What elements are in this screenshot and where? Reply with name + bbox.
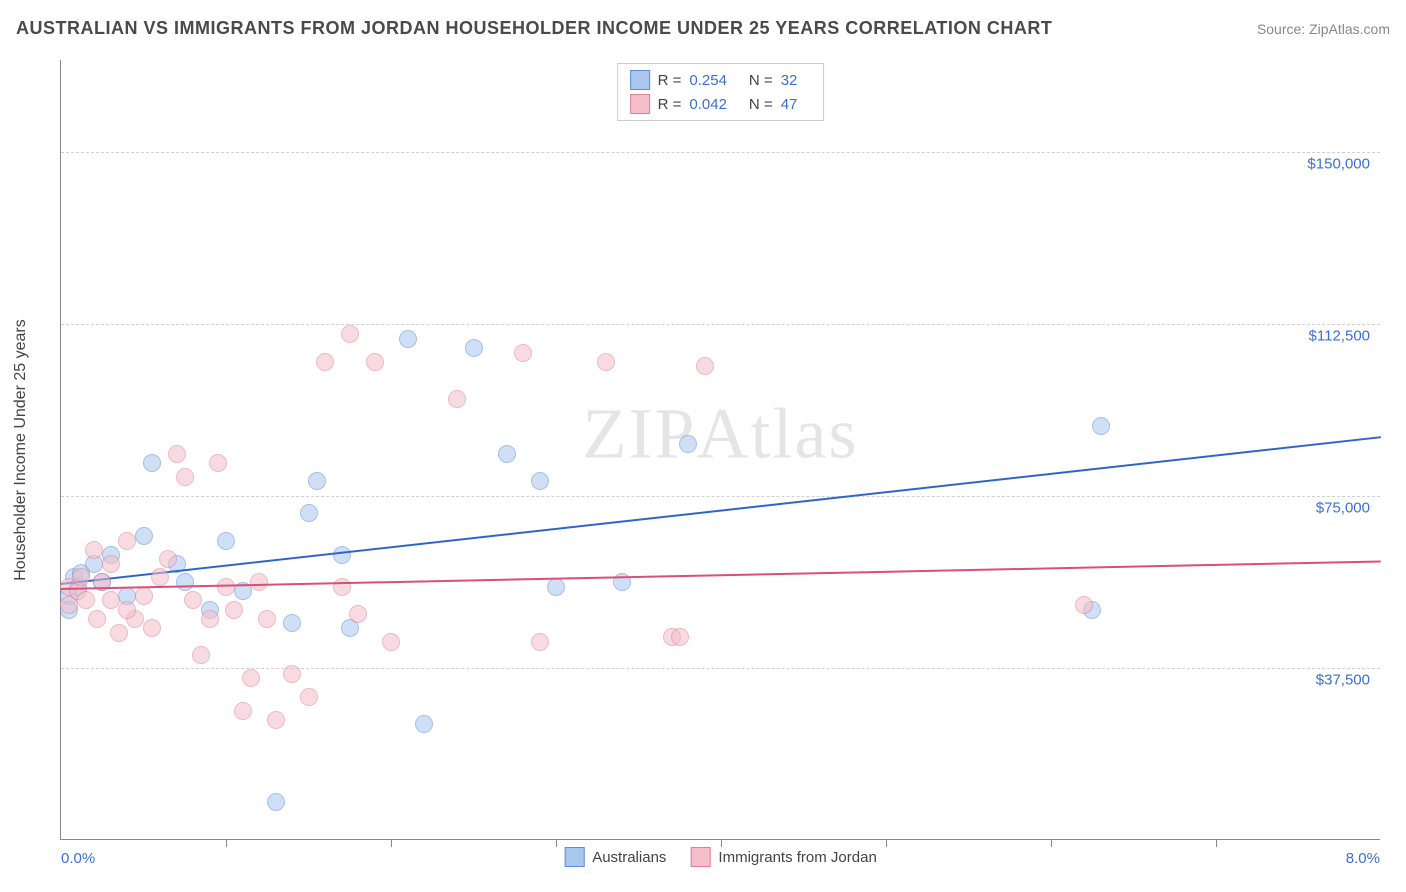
data-point — [366, 353, 384, 371]
data-point — [258, 610, 276, 628]
x-tick — [556, 839, 557, 847]
gridline — [61, 496, 1380, 497]
legend-swatch-pink — [690, 847, 710, 867]
x-tick — [721, 839, 722, 847]
data-point — [102, 555, 120, 573]
data-point — [85, 541, 103, 559]
data-point — [118, 601, 136, 619]
data-point — [465, 339, 483, 357]
data-point — [415, 715, 433, 733]
data-point — [176, 468, 194, 486]
data-point — [143, 454, 161, 472]
data-point — [135, 587, 153, 605]
data-point — [217, 532, 235, 550]
gridline — [61, 668, 1380, 669]
source-label: Source: ZipAtlas.com — [1257, 21, 1390, 37]
data-point — [176, 573, 194, 591]
data-point — [201, 610, 219, 628]
data-point — [308, 472, 326, 490]
data-point — [184, 591, 202, 609]
data-point — [547, 578, 565, 596]
legend-swatch-blue — [630, 70, 650, 90]
data-point — [135, 527, 153, 545]
watermark: ZIPAtlas — [583, 392, 859, 475]
data-point — [333, 546, 351, 564]
data-point — [88, 610, 106, 628]
data-point — [597, 353, 615, 371]
gridline — [61, 324, 1380, 325]
data-point — [498, 445, 516, 463]
data-point — [151, 568, 169, 586]
data-point — [341, 325, 359, 343]
y-tick-label: $150,000 — [1307, 155, 1370, 172]
scatter-plot-area: Householder Income Under 25 years ZIPAtl… — [60, 60, 1380, 840]
y-tick-label: $112,500 — [1309, 327, 1370, 344]
legend-item-jordan: Immigrants from Jordan — [690, 847, 876, 867]
series-legend: Australians Immigrants from Jordan — [564, 847, 877, 867]
data-point — [531, 472, 549, 490]
x-min-label: 0.0% — [61, 850, 95, 867]
x-max-label: 8.0% — [1346, 850, 1380, 867]
data-point — [300, 688, 318, 706]
data-point — [168, 445, 186, 463]
data-point — [72, 568, 90, 586]
gridline — [61, 152, 1380, 153]
data-point — [234, 702, 252, 720]
data-point — [143, 619, 161, 637]
data-point — [267, 793, 285, 811]
data-point — [159, 550, 177, 568]
data-point — [283, 614, 301, 632]
data-point — [514, 344, 532, 362]
legend-item-australians: Australians — [564, 847, 666, 867]
data-point — [102, 591, 120, 609]
y-axis-title: Householder Income Under 25 years — [12, 319, 30, 580]
data-point — [250, 573, 268, 591]
legend-swatch-blue — [564, 847, 584, 867]
title-bar: AUSTRALIAN VS IMMIGRANTS FROM JORDAN HOU… — [16, 18, 1390, 39]
data-point — [110, 624, 128, 642]
data-point — [448, 390, 466, 408]
data-point — [316, 353, 334, 371]
data-point — [696, 357, 714, 375]
data-point — [382, 633, 400, 651]
x-tick — [226, 839, 227, 847]
data-point — [242, 669, 260, 687]
correlation-legend: R = 0.254 N = 32 R = 0.042 N = 47 — [617, 63, 825, 121]
data-point — [679, 435, 697, 453]
data-point — [531, 633, 549, 651]
legend-swatch-pink — [630, 94, 650, 114]
y-tick-label: $75,000 — [1316, 499, 1370, 516]
x-tick — [1051, 839, 1052, 847]
data-point — [209, 454, 227, 472]
chart-title: AUSTRALIAN VS IMMIGRANTS FROM JORDAN HOU… — [16, 18, 1052, 39]
legend-row-jordan: R = 0.042 N = 47 — [630, 92, 812, 116]
data-point — [399, 330, 417, 348]
data-point — [77, 591, 95, 609]
data-point — [1075, 596, 1093, 614]
data-point — [225, 601, 243, 619]
data-point — [192, 646, 210, 664]
data-point — [1092, 417, 1110, 435]
data-point — [349, 605, 367, 623]
data-point — [283, 665, 301, 683]
data-point — [267, 711, 285, 729]
data-point — [118, 532, 136, 550]
data-point — [671, 628, 689, 646]
data-point — [300, 504, 318, 522]
x-tick — [391, 839, 392, 847]
data-point — [333, 578, 351, 596]
legend-row-australians: R = 0.254 N = 32 — [630, 68, 812, 92]
x-tick — [886, 839, 887, 847]
trend-line — [61, 436, 1381, 585]
x-tick — [1216, 839, 1217, 847]
y-tick-label: $37,500 — [1316, 671, 1370, 688]
